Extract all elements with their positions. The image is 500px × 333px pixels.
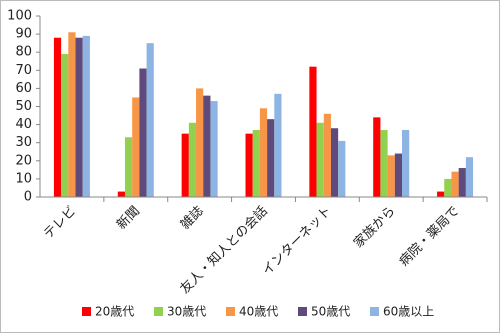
bar [373,117,381,197]
bar [188,122,197,197]
y-tick-label: 100 [7,9,32,24]
bar [380,130,388,197]
bar [124,137,133,197]
legend-label: 60歳以上 [383,305,434,319]
bar [259,108,268,197]
legend-label: 20歳代 [95,305,134,319]
y-tick-label: 70 [15,63,32,78]
legend: 20歳代 30歳代 40歳代 50歳代 60歳以上 [82,305,434,319]
bar [196,88,204,197]
bar [309,66,317,198]
bar [387,155,395,197]
y-tick-label: 40 [15,117,32,132]
bar [203,95,211,197]
legend-swatch [226,307,235,316]
bar [394,153,403,197]
bar [53,37,62,197]
bar [323,113,331,197]
y-tick-label: 60 [15,81,32,96]
y-tick-label: 50 [15,99,32,114]
bar [267,119,275,197]
bar [132,97,140,197]
y-tick-label: 80 [15,45,32,60]
bar [458,168,466,197]
legend-swatch [154,307,163,316]
bar [437,191,445,197]
bar [451,171,459,197]
bar [82,35,90,197]
legend-label: 30歳代 [167,305,206,319]
bar [316,122,324,197]
bar [444,178,452,197]
y-tick-label: 30 [15,135,32,150]
bar [117,191,125,197]
y-tick-label: 10 [15,171,32,186]
bar [68,32,76,197]
bar [274,93,282,197]
bar [146,43,154,198]
bar [252,130,260,197]
legend-label: 40歳代 [239,305,278,319]
y-tick-label: 0 [24,190,32,205]
legend-swatch [298,307,307,316]
y-tick-label: 90 [15,27,32,42]
y-tick-label: 20 [15,153,32,168]
bar [465,157,474,197]
legend-swatch [370,307,379,316]
bar [75,37,83,197]
bar [402,130,410,197]
legend-label: 50歳代 [311,305,350,319]
bar [245,133,253,197]
bar [139,68,147,198]
bar [330,128,339,197]
bar [181,133,189,197]
bar [338,140,346,197]
legend-swatch [82,307,91,316]
bar [210,101,218,197]
bar [61,54,69,198]
